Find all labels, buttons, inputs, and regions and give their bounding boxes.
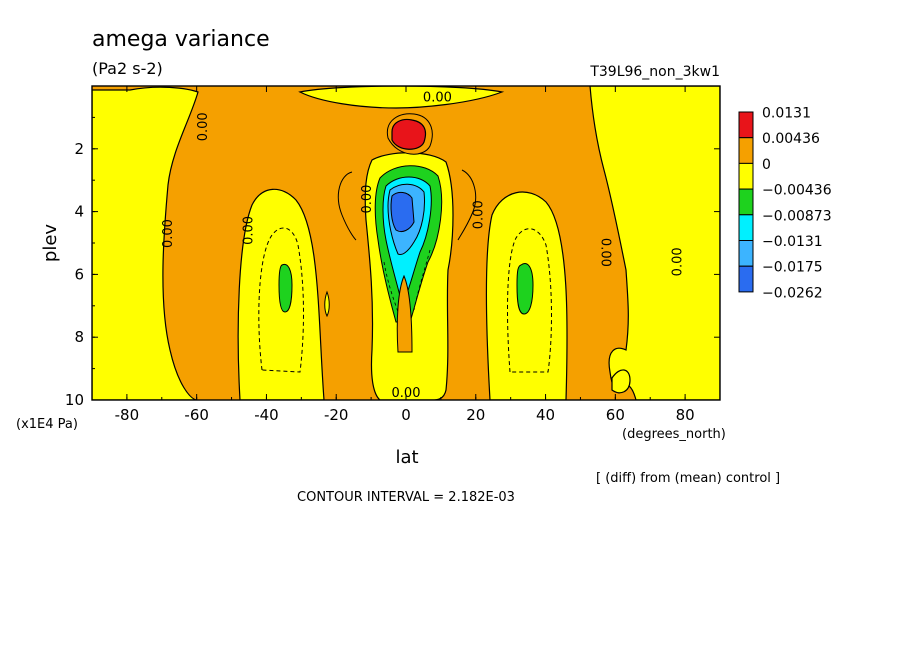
legend-level-label: −0.00873 bbox=[762, 208, 832, 224]
x-tick-label: -80 bbox=[115, 406, 140, 424]
y-tick-label: 8 bbox=[74, 328, 84, 346]
region-orange-equatorial-tongue bbox=[396, 274, 413, 353]
legend-swatch bbox=[738, 265, 754, 293]
contour-dashed-north bbox=[507, 228, 552, 373]
y-tick-label: 10 bbox=[65, 391, 84, 409]
legend-level-label: −0.00436 bbox=[762, 183, 832, 199]
contour-label: 0.00 bbox=[423, 91, 452, 106]
x-axis-ticks: -80 -60 -40 -20 0 20 40 60 80 bbox=[91, 86, 721, 424]
region-green-north bbox=[516, 263, 534, 315]
legend-level-label: −0.0175 bbox=[762, 260, 823, 276]
region-yellow-small bbox=[324, 290, 330, 318]
chart-title: amega variance bbox=[92, 27, 270, 52]
x-tick-label: 0 bbox=[401, 406, 411, 424]
contour-label: 0.00 bbox=[597, 238, 612, 267]
legend-swatch bbox=[738, 137, 754, 164]
x-tick-label: -20 bbox=[324, 406, 349, 424]
legend: 0.0131 0.00436 0 −0.00436 −0.00873 −0.0131 −0.… bbox=[738, 106, 832, 301]
x-tick-label: 40 bbox=[536, 406, 555, 424]
legend-level-label: −0.0131 bbox=[762, 234, 823, 250]
x-tick-label: 20 bbox=[466, 406, 485, 424]
legend-swatch bbox=[738, 162, 754, 190]
contour-field bbox=[92, 86, 720, 400]
x-tick-label: -60 bbox=[184, 406, 209, 424]
contour-label: 0.00 bbox=[392, 386, 421, 401]
legend-swatch bbox=[738, 188, 754, 216]
region-deepblue-equatorial bbox=[390, 191, 415, 233]
run-label: T39L96_non_3kw1 bbox=[589, 64, 720, 80]
region-red-max bbox=[391, 118, 427, 150]
diff-annotation: [ (diff) from (mean) control ] bbox=[596, 471, 780, 486]
region-yellow-north-blob bbox=[611, 369, 631, 394]
region-green-south bbox=[278, 263, 293, 313]
y-tick-label: 2 bbox=[74, 140, 84, 158]
chart-subtitle: (Pa2 s-2) bbox=[92, 59, 163, 78]
x-axis-units: (degrees_north) bbox=[622, 427, 726, 442]
y-tick-label: 6 bbox=[74, 265, 84, 283]
legend-swatch bbox=[738, 240, 754, 267]
contour-label: 0.00 bbox=[241, 216, 256, 245]
x-tick-label: 60 bbox=[606, 406, 625, 424]
contour-label: 0.00 bbox=[161, 219, 176, 248]
region-yellow-south-polar bbox=[92, 86, 199, 400]
contour-dashed-south bbox=[258, 227, 304, 373]
contour-labels: 0.00 0.00 0.00 0.00 0.00 0.00 0.00 0.00 0.00 bbox=[161, 91, 685, 401]
legend-level-label: 0.0131 bbox=[762, 106, 811, 122]
contour-line-left bbox=[337, 171, 357, 241]
contour-dashed-core-1 bbox=[383, 261, 399, 313]
contour-label: 0.00 bbox=[196, 112, 211, 141]
contour-interval-annotation: CONTOUR INTERVAL = 2.182E-03 bbox=[297, 490, 515, 505]
contour-label: 0.00 bbox=[671, 247, 686, 276]
y-axis-label: plev bbox=[40, 224, 61, 263]
legend-swatch bbox=[738, 111, 754, 139]
legend-swatch bbox=[738, 214, 754, 242]
y-axis-units: (x1E4 Pa) bbox=[16, 417, 78, 432]
contour-line-right bbox=[457, 169, 477, 241]
legend-level-label: −0.0262 bbox=[762, 285, 823, 301]
legend-level-label: 0 bbox=[762, 157, 771, 173]
x-tick-label: 80 bbox=[676, 406, 695, 424]
legend-level-label: 0.00436 bbox=[762, 131, 820, 147]
contour-label: 0.00 bbox=[360, 185, 375, 214]
contour-label: 0.00 bbox=[472, 200, 487, 229]
y-axis-ticks: 2 4 6 8 10 bbox=[65, 116, 720, 409]
y-tick-label: 4 bbox=[74, 203, 84, 221]
x-tick-label: -40 bbox=[254, 406, 279, 424]
contour-dashed-core-2 bbox=[413, 249, 431, 311]
x-axis-label: lat bbox=[395, 447, 418, 468]
